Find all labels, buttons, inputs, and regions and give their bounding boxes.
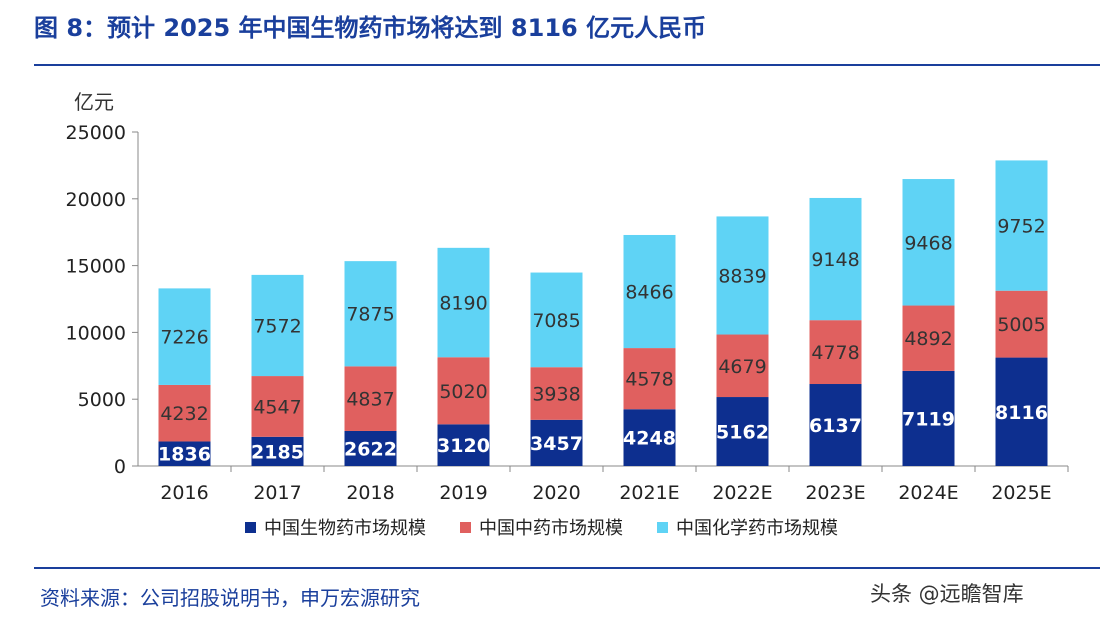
bar-segment-2019-s2 [437, 247, 490, 358]
bar-segment-2024E-s0 [902, 370, 955, 466]
y-tick-label: 5000 [78, 389, 126, 411]
title-divider [34, 64, 1100, 66]
data-label: 5005 [997, 314, 1045, 336]
bar-segment-2018-s2 [344, 261, 397, 367]
bar-segment-2022E-s1 [716, 334, 769, 398]
bar-segment-2022E-s2 [716, 216, 769, 335]
legend-item-tcm: 中国中药市场规模 [460, 514, 623, 540]
y-tick-label: 15000 [66, 256, 126, 278]
data-label: 4578 [625, 369, 673, 391]
data-label: 7085 [532, 310, 580, 332]
x-tick-label: 2022E [712, 482, 772, 504]
legend-swatch-tcm [460, 521, 471, 533]
bar-segment-2020-s2 [530, 272, 583, 368]
data-label: 9752 [997, 216, 1045, 238]
bar-segment-2025E-s2 [995, 160, 1048, 291]
x-tick-label: 2023E [805, 482, 865, 504]
x-tick-label: 2024E [898, 482, 958, 504]
data-label: 4778 [811, 342, 859, 364]
data-label: 4547 [253, 396, 301, 418]
x-tick-label: 2020 [532, 482, 580, 504]
data-label: 5020 [439, 381, 487, 403]
source-note: 资料来源：公司招股说明书，申万宏源研究 [40, 586, 420, 610]
data-label: 8466 [625, 282, 673, 304]
chart-legend: 中国生物药市场规模 中国中药市场规模 中国化学药市场规模 [245, 514, 838, 540]
x-tick-label: 2021E [619, 482, 679, 504]
bar-segment-2021E-s2 [623, 234, 676, 349]
bar-segment-2023E-s2 [809, 197, 862, 321]
bar-segment-2020-s0 [530, 419, 583, 466]
bar-segment-2018-s1 [344, 366, 397, 431]
data-label: 4892 [904, 328, 952, 350]
data-label: 8839 [718, 265, 766, 287]
legend-swatch-chem [657, 521, 668, 533]
data-label: 3120 [437, 435, 490, 457]
data-label: 2622 [344, 438, 397, 460]
data-label: 8190 [439, 293, 487, 315]
bar-segment-2024E-s1 [902, 305, 955, 371]
data-label: 4248 [623, 428, 676, 450]
bar-segment-2024E-s2 [902, 179, 955, 306]
data-label: 9468 [904, 232, 952, 254]
bar-segment-2016-s1 [158, 384, 211, 442]
y-tick-label: 0 [114, 456, 126, 478]
bar-segment-2018-s0 [344, 430, 397, 466]
data-label: 1836 [158, 444, 211, 466]
y-axis-unit-label: 亿元 [74, 90, 114, 114]
y-tick-label: 25000 [66, 122, 126, 144]
bar-segment-2022E-s0 [716, 397, 769, 466]
y-tick-label: 10000 [66, 322, 126, 344]
legend-label-tcm: 中国中药市场规模 [479, 518, 623, 539]
page-title: 图 8：预计 2025 年中国生物药市场将达到 8116 亿元人民币 [34, 14, 707, 42]
legend-item-bio: 中国生物药市场规模 [245, 514, 426, 540]
data-label: 2185 [251, 441, 304, 463]
bar-segment-2017-s1 [251, 376, 304, 437]
bar-segment-2019-s1 [437, 357, 490, 425]
data-label: 4679 [718, 356, 766, 378]
data-label: 5162 [716, 422, 769, 444]
x-tick-label: 2017 [253, 482, 301, 504]
bar-segment-2017-s2 [251, 274, 304, 377]
data-label: 4837 [346, 389, 394, 411]
data-label: 9148 [811, 249, 859, 271]
data-label: 3457 [530, 433, 583, 455]
legend-label-chem: 中国化学药市场规模 [676, 518, 838, 539]
legend-swatch-bio [245, 521, 256, 533]
data-label: 7875 [346, 304, 394, 326]
x-tick-label: 2016 [160, 482, 208, 504]
bar-segment-2021E-s0 [623, 409, 676, 466]
footer-divider [34, 567, 1100, 569]
data-label: 7572 [253, 315, 301, 337]
bar-segment-2023E-s0 [809, 384, 862, 466]
data-label: 7226 [160, 327, 208, 349]
legend-label-bio: 中国生物药市场规模 [264, 518, 426, 539]
x-tick-label: 2019 [439, 482, 487, 504]
x-tick-label: 2018 [346, 482, 394, 504]
bar-segment-2023E-s1 [809, 320, 862, 385]
data-label: 3938 [532, 384, 580, 406]
bar-segment-2017-s0 [251, 436, 304, 466]
y-tick-label: 20000 [66, 189, 126, 211]
data-label: 8116 [995, 402, 1048, 424]
legend-item-chem: 中国化学药市场规模 [657, 514, 838, 540]
bar-segment-2020-s1 [530, 367, 583, 420]
bar-segment-2019-s0 [437, 424, 490, 466]
bar-segment-2025E-s0 [995, 357, 1048, 466]
watermark: 头条 @远瞻智库 [870, 582, 1024, 606]
data-label: 6137 [809, 415, 862, 437]
data-label: 4232 [160, 403, 208, 425]
bar-segment-2016-s2 [158, 288, 211, 385]
bar-segment-2016-s0 [158, 441, 211, 466]
bar-segment-2025E-s1 [995, 290, 1048, 358]
data-label: 7119 [902, 408, 955, 430]
bar-segment-2021E-s1 [623, 348, 676, 410]
x-tick-label: 2025E [991, 482, 1051, 504]
